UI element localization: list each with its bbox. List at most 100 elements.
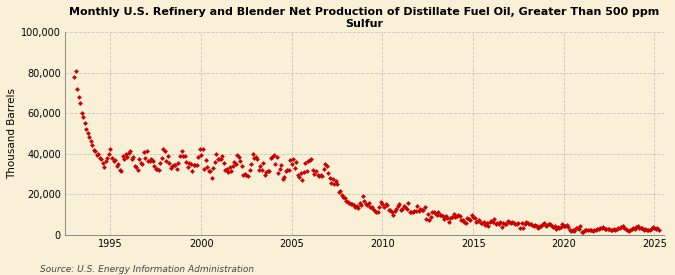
Point	[491, 221, 502, 226]
Point	[238, 173, 249, 177]
Point	[264, 169, 275, 174]
Point	[595, 226, 605, 230]
Point	[539, 221, 549, 226]
Point	[347, 202, 358, 207]
Point	[111, 164, 122, 168]
Point	[537, 222, 548, 226]
Point	[292, 173, 303, 178]
Point	[113, 162, 124, 166]
Point	[196, 153, 207, 157]
Point	[134, 156, 144, 161]
Point	[353, 205, 364, 210]
Point	[557, 222, 568, 226]
Point	[589, 228, 599, 232]
Point	[552, 225, 563, 230]
Point	[270, 161, 281, 166]
Point	[132, 167, 143, 172]
Point	[296, 171, 306, 175]
Point	[324, 176, 335, 180]
Point	[310, 169, 321, 173]
Point	[415, 207, 426, 211]
Point	[342, 200, 353, 204]
Point	[234, 155, 244, 159]
Point	[410, 209, 421, 213]
Point	[284, 168, 294, 172]
Point	[542, 223, 553, 227]
Point	[404, 210, 415, 215]
Point	[78, 115, 88, 119]
Point	[90, 148, 101, 153]
Point	[114, 168, 125, 172]
Point	[536, 224, 547, 228]
Point	[241, 172, 252, 177]
Point	[619, 226, 630, 230]
Point	[240, 172, 250, 176]
Point	[276, 163, 287, 167]
Point	[649, 226, 660, 231]
Point	[526, 222, 537, 227]
Point	[566, 229, 576, 233]
Point	[300, 161, 310, 166]
Point	[220, 168, 231, 172]
Point	[512, 222, 522, 226]
Point	[274, 167, 285, 171]
Point	[492, 221, 503, 226]
Point	[86, 139, 97, 144]
Point	[271, 155, 282, 160]
Point	[625, 227, 636, 232]
Point	[141, 148, 152, 153]
Point	[616, 225, 626, 229]
Point	[549, 224, 560, 229]
Point	[498, 221, 509, 225]
Point	[250, 155, 261, 159]
Point	[125, 149, 136, 153]
Point	[614, 226, 625, 230]
Point	[441, 213, 452, 218]
Point	[227, 164, 238, 168]
Point	[545, 222, 556, 227]
Point	[254, 164, 265, 168]
Point	[105, 146, 116, 151]
Point	[613, 226, 624, 230]
Point	[304, 158, 315, 162]
Point	[107, 156, 117, 161]
Point	[599, 226, 610, 231]
Point	[421, 217, 432, 221]
Point	[608, 227, 619, 231]
Point	[518, 226, 529, 230]
Point	[197, 147, 208, 152]
Point	[462, 216, 472, 220]
Point	[485, 220, 495, 224]
Point	[291, 160, 302, 164]
Point	[394, 202, 404, 206]
Point	[454, 213, 465, 218]
Point	[575, 224, 586, 229]
Y-axis label: Thousand Barrels: Thousand Barrels	[7, 88, 17, 179]
Point	[124, 151, 134, 155]
Point	[483, 224, 493, 228]
Point	[155, 161, 166, 166]
Point	[138, 150, 149, 154]
Point	[230, 161, 241, 166]
Point	[406, 210, 416, 214]
Point	[314, 174, 325, 178]
Point	[354, 200, 365, 205]
Point	[209, 160, 220, 164]
Point	[369, 208, 380, 213]
Point	[500, 221, 510, 226]
Point	[149, 164, 160, 169]
Point	[82, 131, 93, 136]
Point	[256, 168, 267, 172]
Point	[470, 220, 481, 224]
Point	[215, 157, 226, 161]
Point	[268, 153, 279, 158]
Point	[451, 213, 462, 218]
Point	[371, 210, 382, 214]
Point	[592, 227, 603, 231]
Point	[367, 204, 377, 209]
Point	[436, 212, 447, 217]
Point	[425, 215, 436, 219]
Point	[175, 154, 186, 158]
Point	[424, 218, 435, 222]
Point	[612, 227, 622, 232]
